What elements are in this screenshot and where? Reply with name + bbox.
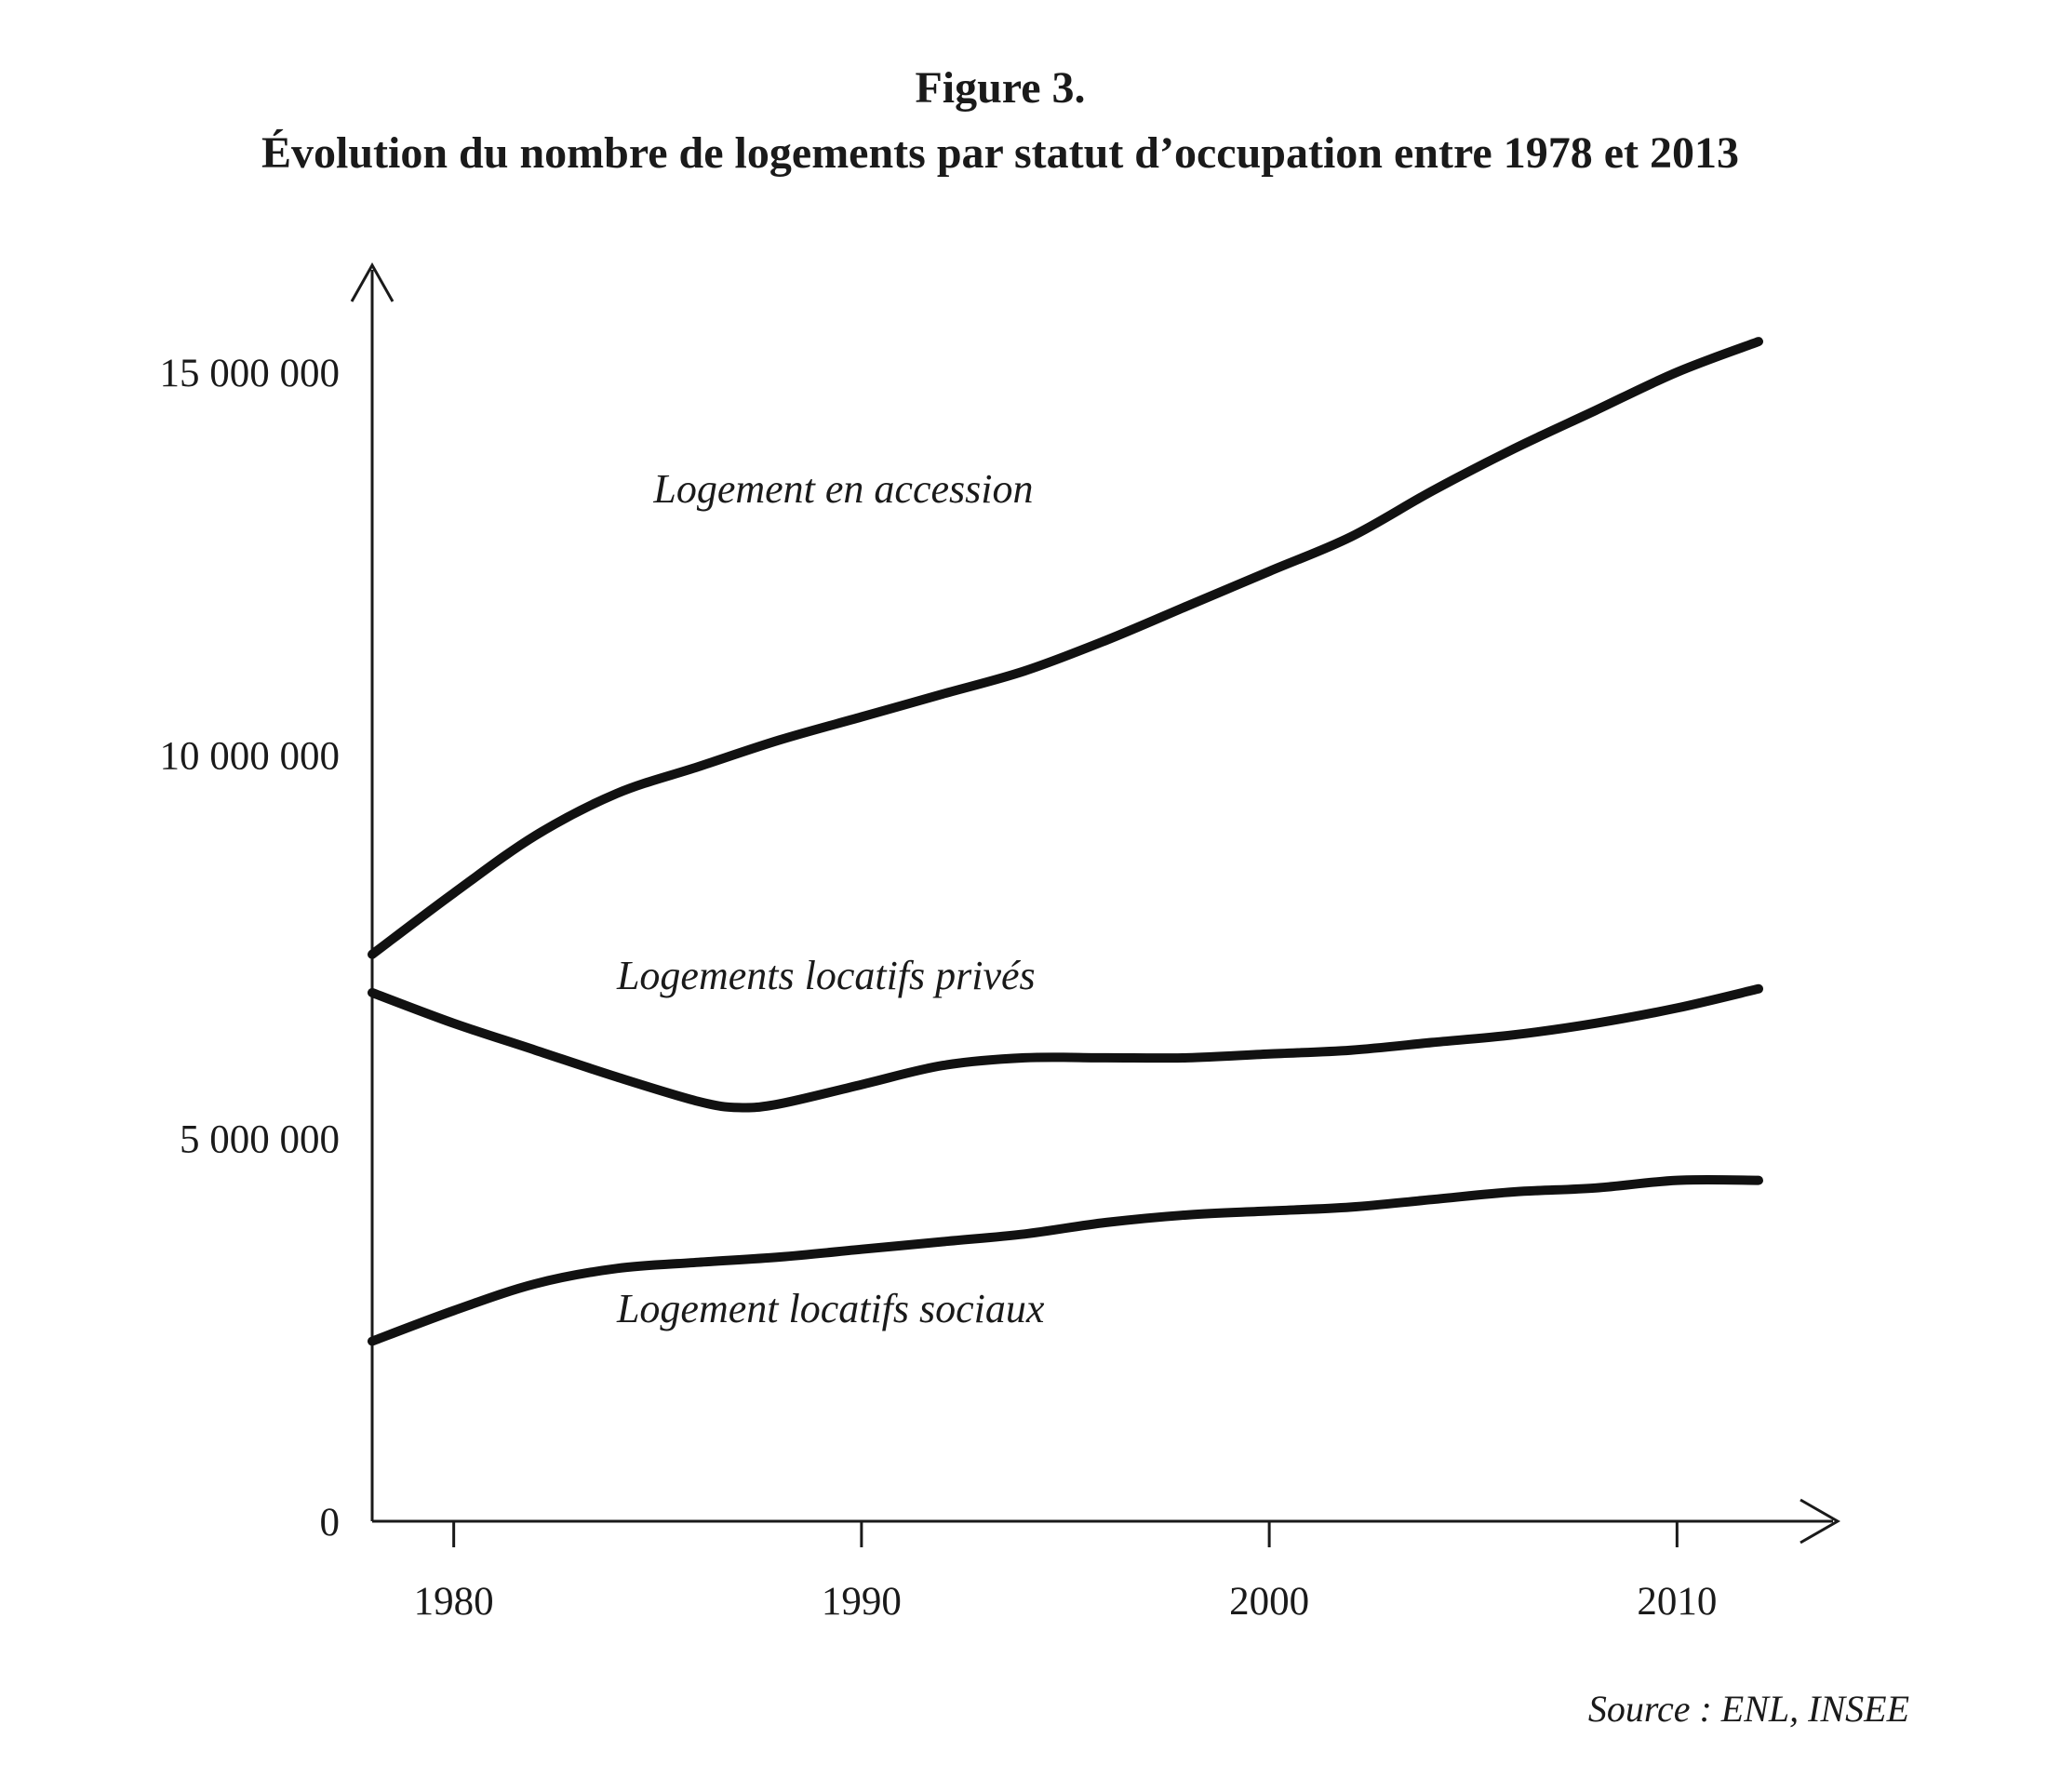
- series-lines: [368, 337, 1763, 1346]
- y-tick-label: 15 000 000: [160, 352, 341, 395]
- axes: [350, 261, 1841, 1545]
- y-axis-arrow: [350, 261, 395, 302]
- x-axis-arrow: [1799, 1498, 1841, 1545]
- chart-subtitle: Évolution du nombre de logements par sta…: [261, 128, 1739, 178]
- y-tick-label: 0: [320, 1501, 341, 1545]
- series-line-locatifs-prives: [368, 983, 1763, 1113]
- y-tick-label: 5 000 000: [180, 1117, 340, 1161]
- series-line-locatifs-sociaux: [368, 1174, 1763, 1346]
- x-tick-label: 1990: [822, 1580, 902, 1624]
- chart-title: Figure 3.: [915, 63, 1085, 113]
- x-tick-label: 1980: [414, 1580, 494, 1624]
- x-tick-label: 2010: [1637, 1580, 1717, 1624]
- y-tick-label: 10 000 000: [160, 735, 341, 779]
- series-label-locatifs-prives: Logements locatifs privés: [616, 953, 1036, 998]
- series-label-locatifs-sociaux: Logement locatifs sociaux: [616, 1286, 1045, 1331]
- series-label-accession: Logement en accession: [652, 466, 1033, 512]
- y-ticks: 0 5 000 000 10 000 000 15 000 000: [160, 352, 341, 1545]
- series-line-accession: [368, 337, 1763, 959]
- x-tick-label: 2000: [1229, 1580, 1309, 1624]
- source-note: Source : ENL, INSEE: [1588, 1688, 1909, 1730]
- x-ticks: 1980 1990 2000 2010: [414, 1521, 1717, 1624]
- series-labels: Logement en accession Logements locatifs …: [616, 466, 1045, 1331]
